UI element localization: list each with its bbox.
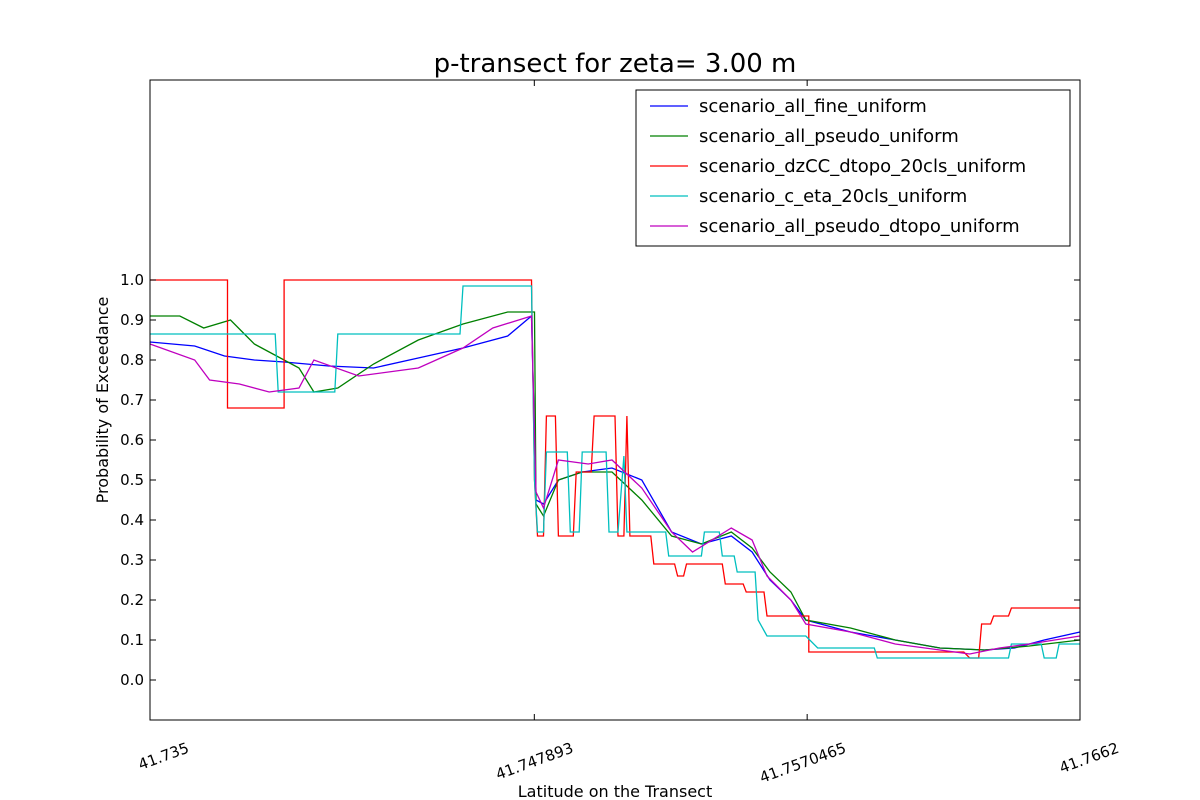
legend-entry: scenario_dzCC_dtopo_20cls_uniform [699, 156, 1026, 177]
y-axis-label: Probability of Exceedance [93, 297, 112, 504]
series-line-1 [149, 314, 1081, 651]
x-axis-label: Latitude on the Transect [518, 782, 713, 800]
y-tick-label: 0.5 [120, 471, 144, 489]
x-tick-label: 41.747893 [493, 739, 575, 784]
x-tick-label: 41.735 [136, 739, 191, 774]
series-line-3 [150, 279, 1080, 659]
y-tick-label: 0.0 [120, 671, 144, 689]
x-tick-label: 41.7570465 [757, 739, 848, 787]
legend-frame [635, 89, 1071, 247]
series-layer [149, 279, 1081, 659]
y-tick-label: 0.8 [120, 351, 144, 369]
y-tick-label: 0.6 [120, 431, 144, 449]
legend-entry: scenario_all_pseudo_uniform [699, 126, 959, 147]
legend: scenario_all_fine_uniform scenario_all_ps… [635, 89, 1071, 247]
chart-title: p-transect for zeta= 3.00 m [434, 49, 797, 79]
y-tick-label: 0.7 [120, 391, 144, 409]
legend-entry: scenario_all_pseudo_dtopo_uniform [699, 216, 1020, 237]
y-tick-label: 1.0 [120, 271, 144, 289]
x-tick-label: 41.7662 [1057, 739, 1121, 777]
y-tick-label: 0.2 [120, 591, 144, 609]
series-line-5 [149, 315, 1081, 655]
legend-entry: scenario_all_fine_uniform [699, 96, 927, 117]
y-tick-label: 0.4 [120, 511, 144, 529]
y-tick-label: 0.1 [120, 631, 144, 649]
legend-entry: scenario_c_eta_20cls_uniform [699, 186, 967, 207]
y-axis: 0.0 0.1 0.2 0.3 0.4 0.5 0.6 0.7 0.8 0.9 1.0 [120, 271, 1080, 689]
series-line-4 [150, 285, 1080, 659]
series-line-2 [150, 311, 1081, 651]
y-tick-label: 0.9 [120, 311, 144, 329]
y-tick-label: 0.3 [120, 551, 144, 569]
